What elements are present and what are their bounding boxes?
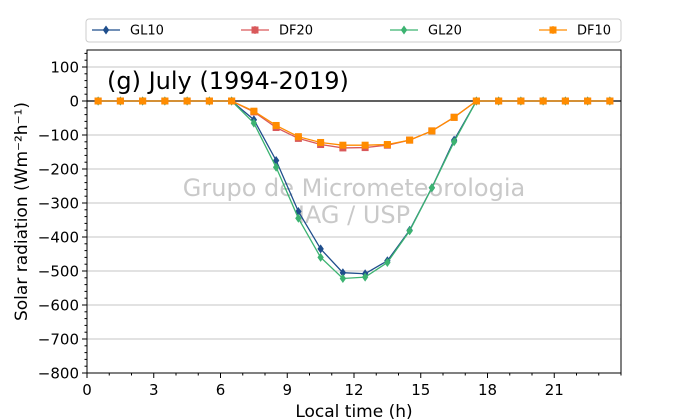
data-point bbox=[406, 136, 414, 144]
data-point bbox=[606, 97, 614, 105]
data-point bbox=[272, 121, 280, 129]
series-line bbox=[98, 100, 610, 146]
data-point bbox=[517, 97, 525, 105]
x-tick-label: 0 bbox=[82, 381, 92, 399]
data-point bbox=[161, 97, 169, 105]
data-point bbox=[472, 97, 480, 105]
data-point bbox=[295, 213, 302, 223]
data-point bbox=[94, 97, 102, 105]
legend-marker bbox=[400, 25, 408, 35]
y-tick-label: −600 bbox=[38, 297, 79, 315]
data-point bbox=[272, 162, 280, 172]
legend-marker bbox=[251, 26, 259, 34]
data-point bbox=[317, 252, 324, 262]
x-axis-title: Local time (h) bbox=[295, 402, 412, 420]
data-point bbox=[383, 141, 391, 149]
data-point bbox=[450, 113, 458, 121]
data-point bbox=[539, 97, 547, 105]
data-point bbox=[339, 141, 347, 149]
data-point bbox=[428, 183, 436, 193]
y-tick-label: −500 bbox=[38, 263, 79, 281]
data-point bbox=[250, 118, 258, 128]
y-axis: 100 0 −100 −200 −300 −400 −500 −600 −700 −800 bbox=[38, 52, 87, 383]
panel-title: (g) July (1994-2019) bbox=[107, 67, 349, 95]
data-point bbox=[139, 97, 147, 105]
legend-marker bbox=[549, 26, 557, 34]
x-tick-label: 15 bbox=[411, 381, 430, 399]
x-tick-label: 3 bbox=[149, 381, 159, 399]
x-tick-label: 18 bbox=[478, 381, 497, 399]
data-point bbox=[183, 97, 191, 105]
legend-item-gl20: GL20 bbox=[390, 24, 462, 39]
legend-label: DF20 bbox=[279, 24, 313, 39]
y-axis-title: Solar radiation (Wm⁻²h⁻¹) bbox=[12, 102, 32, 321]
series-df10 bbox=[94, 97, 614, 149]
y-tick-label: −800 bbox=[38, 365, 79, 383]
legend-box bbox=[85, 18, 622, 43]
legend-item-gl10: GL10 bbox=[92, 24, 164, 39]
x-tick-label: 21 bbox=[545, 381, 564, 399]
legend-item-df20: DF20 bbox=[241, 24, 313, 39]
y-tick-label: 100 bbox=[50, 59, 79, 77]
data-point bbox=[250, 107, 258, 115]
legend-marker bbox=[102, 25, 110, 35]
x-tick-label: 12 bbox=[344, 381, 363, 399]
data-point bbox=[450, 137, 458, 147]
data-point bbox=[205, 97, 213, 105]
data-point bbox=[384, 258, 391, 267]
y-tick-label: −700 bbox=[38, 331, 79, 349]
data-point bbox=[339, 273, 347, 283]
y-tick-label: −200 bbox=[38, 161, 79, 179]
legend-label: GL20 bbox=[428, 24, 462, 39]
data-point bbox=[317, 244, 324, 254]
y-tick-label: −300 bbox=[38, 195, 79, 213]
y-tick-label: −100 bbox=[38, 127, 79, 145]
series-line bbox=[98, 100, 610, 149]
legend-label: DF10 bbox=[577, 24, 611, 39]
y-tick-label: 0 bbox=[69, 93, 79, 111]
legend: GL10 DF20 GL20 DF10 bbox=[85, 18, 622, 43]
series-group bbox=[94, 96, 614, 283]
data-point bbox=[361, 141, 369, 149]
data-point bbox=[116, 97, 124, 105]
legend-item-df10: DF10 bbox=[539, 24, 611, 39]
x-tick-label: 6 bbox=[216, 381, 226, 399]
series-df20 bbox=[94, 97, 614, 152]
watermark-line: IAG / USP bbox=[298, 201, 410, 229]
data-point bbox=[228, 97, 236, 105]
data-point bbox=[495, 97, 503, 105]
x-axis: 0 3 6 9 12 15 18 21 bbox=[82, 373, 622, 399]
x-tick-label: 9 bbox=[282, 381, 292, 399]
data-point bbox=[339, 268, 347, 278]
data-point bbox=[361, 272, 369, 282]
legend-label: GL10 bbox=[130, 24, 164, 39]
data-point bbox=[428, 127, 436, 135]
y-tick-label: −400 bbox=[38, 229, 79, 247]
data-point bbox=[584, 97, 592, 105]
data-point bbox=[317, 138, 325, 146]
data-point bbox=[561, 97, 569, 105]
watermark-line: Grupo de Micrometeorologia bbox=[183, 174, 525, 202]
data-point bbox=[294, 133, 302, 141]
data-point bbox=[406, 226, 413, 236]
